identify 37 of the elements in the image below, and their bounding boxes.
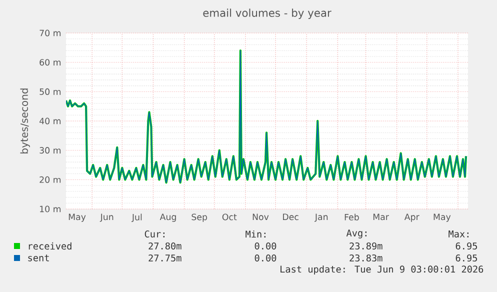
x-tick-label: Feb [344,214,359,220]
legend-label: sent [28,254,49,262]
text: 0.00 [254,242,276,250]
text: 6.95 [456,254,477,262]
y-tick-label: 40 m [39,118,61,124]
text: 23.89m [350,242,382,250]
x-tick-label: Jun [100,214,114,222]
x-tick-label: Oct [222,214,237,220]
text: Last update: Tue Jun 9 03:00:01 2026 [280,265,484,275]
text: 27.75m [148,254,182,262]
x-tick-label: Mar [373,214,389,220]
text: 23.83m [350,254,382,262]
y-tick-label: 30 m [40,147,61,154]
y-tick-label: 50 m [40,88,61,95]
x-tick-label: May [434,214,451,222]
x-tick-label: Jan [314,214,328,222]
text: Min: [246,230,266,238]
x-tick-label: Apr [404,214,420,222]
text: 0.00 [254,254,276,262]
x-tick-label: May [68,214,86,222]
x-tick-label: Sep [192,214,208,222]
y-tick-label: 70 m [40,30,61,36]
y-tick-label: 20 m [40,176,61,183]
x-tick-label: Nov [252,214,269,220]
legend-label: received [28,242,72,250]
x-tick-label: Aug [160,214,176,222]
y-tick-label: 60 m [40,59,61,66]
text: Avg: [346,230,366,238]
text: 6.95 [456,242,477,250]
y-tick-label: 10 m [40,206,61,212]
y-axis-title: bytes/second [20,88,30,154]
text: Cur: [144,230,164,238]
x-tick-label: Dec [283,214,298,220]
chart-title: email volumes - by year [203,8,332,19]
text: 27.80m [148,242,182,250]
x-tick-label: Jul [132,214,142,222]
text: Max: [448,230,468,238]
